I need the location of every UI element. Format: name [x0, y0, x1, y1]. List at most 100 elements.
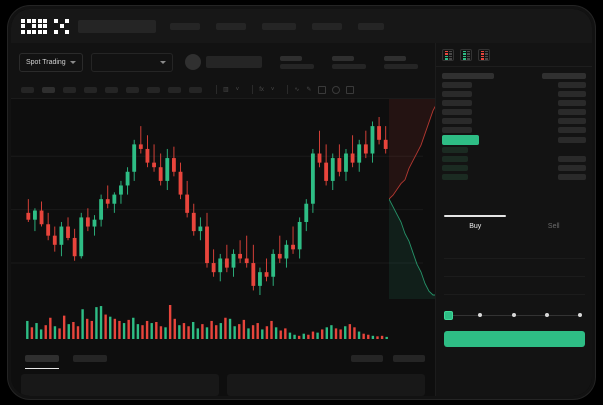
slider-step-100[interactable] [578, 312, 582, 317]
nav-item-2[interactable] [262, 22, 296, 30]
order-form-fields [444, 241, 585, 295]
market-type-dropdown[interactable]: Spot Trading [19, 52, 83, 72]
orders-panel-right[interactable] [227, 374, 425, 396]
chart-toolbar: ▥ ˅ fx ˅ ∿ ✎ [11, 81, 435, 99]
active-tab-underline [444, 215, 506, 217]
orders-tab-0[interactable] [25, 354, 59, 369]
orderbook-amount [542, 72, 586, 79]
nav-item-0[interactable] [170, 22, 200, 30]
orderbook-bid-row-0[interactable] [442, 145, 586, 154]
orderbook-bid-row-1[interactable] [442, 154, 586, 163]
interval-chips [21, 86, 210, 93]
toolbar-divider [287, 85, 289, 94]
camera-icon[interactable] [318, 85, 327, 94]
tab-buy[interactable]: Buy [469, 223, 482, 230]
order-total-field[interactable] [444, 277, 585, 295]
search-input[interactable] [78, 19, 156, 33]
slider-handle[interactable] [444, 311, 453, 320]
chevron-down-icon[interactable]: ˅ [235, 86, 240, 93]
order-price-field[interactable] [444, 241, 585, 259]
price-chart[interactable] [11, 99, 435, 347]
order-amount-field[interactable] [444, 259, 585, 277]
settings-icon[interactable] [332, 85, 341, 94]
orderbook-trade-panel: Buy Sell [435, 43, 592, 396]
orderbook-ask-row-2[interactable] [442, 98, 586, 107]
trade-side-tabs: Buy Sell [436, 215, 592, 237]
market-stat-1 [331, 55, 366, 69]
compare-icon[interactable]: ∿ [294, 86, 300, 93]
orderbook-last-price-row[interactable] [442, 134, 586, 145]
slider-step-75[interactable] [544, 312, 549, 317]
submit-buy-button[interactable] [444, 331, 585, 347]
candlestick-svg [11, 117, 423, 340]
chevron-down-icon[interactable]: ˅ [270, 86, 275, 93]
order-amount-slider[interactable] [444, 311, 585, 321]
orderbook-ask-row-1[interactable] [442, 89, 586, 98]
stat-label [279, 55, 302, 61]
orderbook-bids-icon[interactable] [460, 49, 472, 61]
orders-action-1[interactable] [393, 354, 425, 362]
orderbook-amount [558, 155, 586, 162]
trading-pair-dropdown[interactable] [90, 52, 173, 72]
device-frame: Spot Trading ▥ ˅ fx ˅ ∿ ✎ [8, 6, 595, 399]
orderbook-rows[interactable] [436, 67, 592, 181]
toolbar-divider [252, 85, 254, 94]
market-type-label: Spot Trading [26, 58, 66, 66]
orders-panels [11, 374, 435, 396]
orders-tabs-bar [11, 347, 435, 369]
interval-chip-3[interactable] [84, 86, 97, 93]
orderbook-price [442, 164, 468, 171]
okx-logo[interactable] [21, 18, 69, 34]
interval-chip-7[interactable] [168, 86, 181, 93]
orderbook-ask-row-4[interactable] [442, 116, 586, 125]
interval-chip-8[interactable] [189, 86, 202, 93]
orders-tab-1[interactable] [73, 354, 107, 362]
orderbook-asks-icon[interactable] [478, 49, 490, 61]
orderbook-price [442, 117, 472, 124]
chevron-down-icon [69, 60, 76, 64]
orderbook-bid-row-3[interactable] [442, 172, 586, 181]
orderbook-header-row[interactable] [442, 71, 586, 80]
interval-chip-6[interactable] [147, 86, 160, 93]
nav-item-4[interactable] [358, 22, 384, 30]
orderbook-amount [558, 90, 586, 97]
orderbook-amount [558, 126, 586, 133]
trading-app: Spot Trading ▥ ˅ fx ˅ ∿ ✎ [11, 9, 592, 396]
stat-value [383, 63, 418, 69]
orderbook-amount [558, 164, 586, 171]
orderbook-view-toggles [436, 43, 592, 67]
orderbook-price [442, 108, 472, 115]
interval-chip-5[interactable] [126, 86, 139, 93]
chevron-down-icon [159, 60, 166, 64]
nav-item-1[interactable] [216, 22, 246, 30]
indicator-icon[interactable]: fx [259, 86, 264, 93]
interval-chip-1[interactable] [42, 86, 55, 93]
nav-item-3[interactable] [312, 22, 342, 30]
orders-panel-left[interactable] [21, 374, 219, 396]
orderbook-price [442, 81, 472, 88]
slider-step-50[interactable] [511, 312, 516, 317]
interval-chip-4[interactable] [105, 86, 118, 93]
orders-tab-actions [351, 354, 425, 362]
candle-style-icon[interactable]: ▥ [223, 86, 229, 93]
slider-step-25[interactable] [478, 312, 483, 317]
tab-sell[interactable]: Sell [547, 223, 560, 230]
orderbook-both-icon[interactable] [442, 49, 454, 61]
stat-value [279, 63, 314, 69]
orderbook-price [442, 72, 494, 79]
orderbook-amount [558, 117, 586, 124]
orderbook-ask-row-3[interactable] [442, 107, 586, 116]
orderbook-amount [558, 99, 586, 106]
interval-chip-0[interactable] [21, 86, 34, 93]
stat-label [383, 55, 406, 61]
orderbook-price [442, 146, 468, 153]
orderbook-ask-row-0[interactable] [442, 80, 586, 89]
orderbook-ask-row-5[interactable] [442, 125, 586, 134]
interval-chip-2[interactable] [63, 86, 76, 93]
orders-action-0[interactable] [351, 354, 383, 362]
fullscreen-icon[interactable] [346, 85, 355, 94]
orderbook-bid-row-2[interactable] [442, 163, 586, 172]
orderbook-price [442, 126, 472, 133]
orderbook-amount [558, 108, 586, 115]
draw-icon[interactable]: ✎ [306, 86, 312, 93]
